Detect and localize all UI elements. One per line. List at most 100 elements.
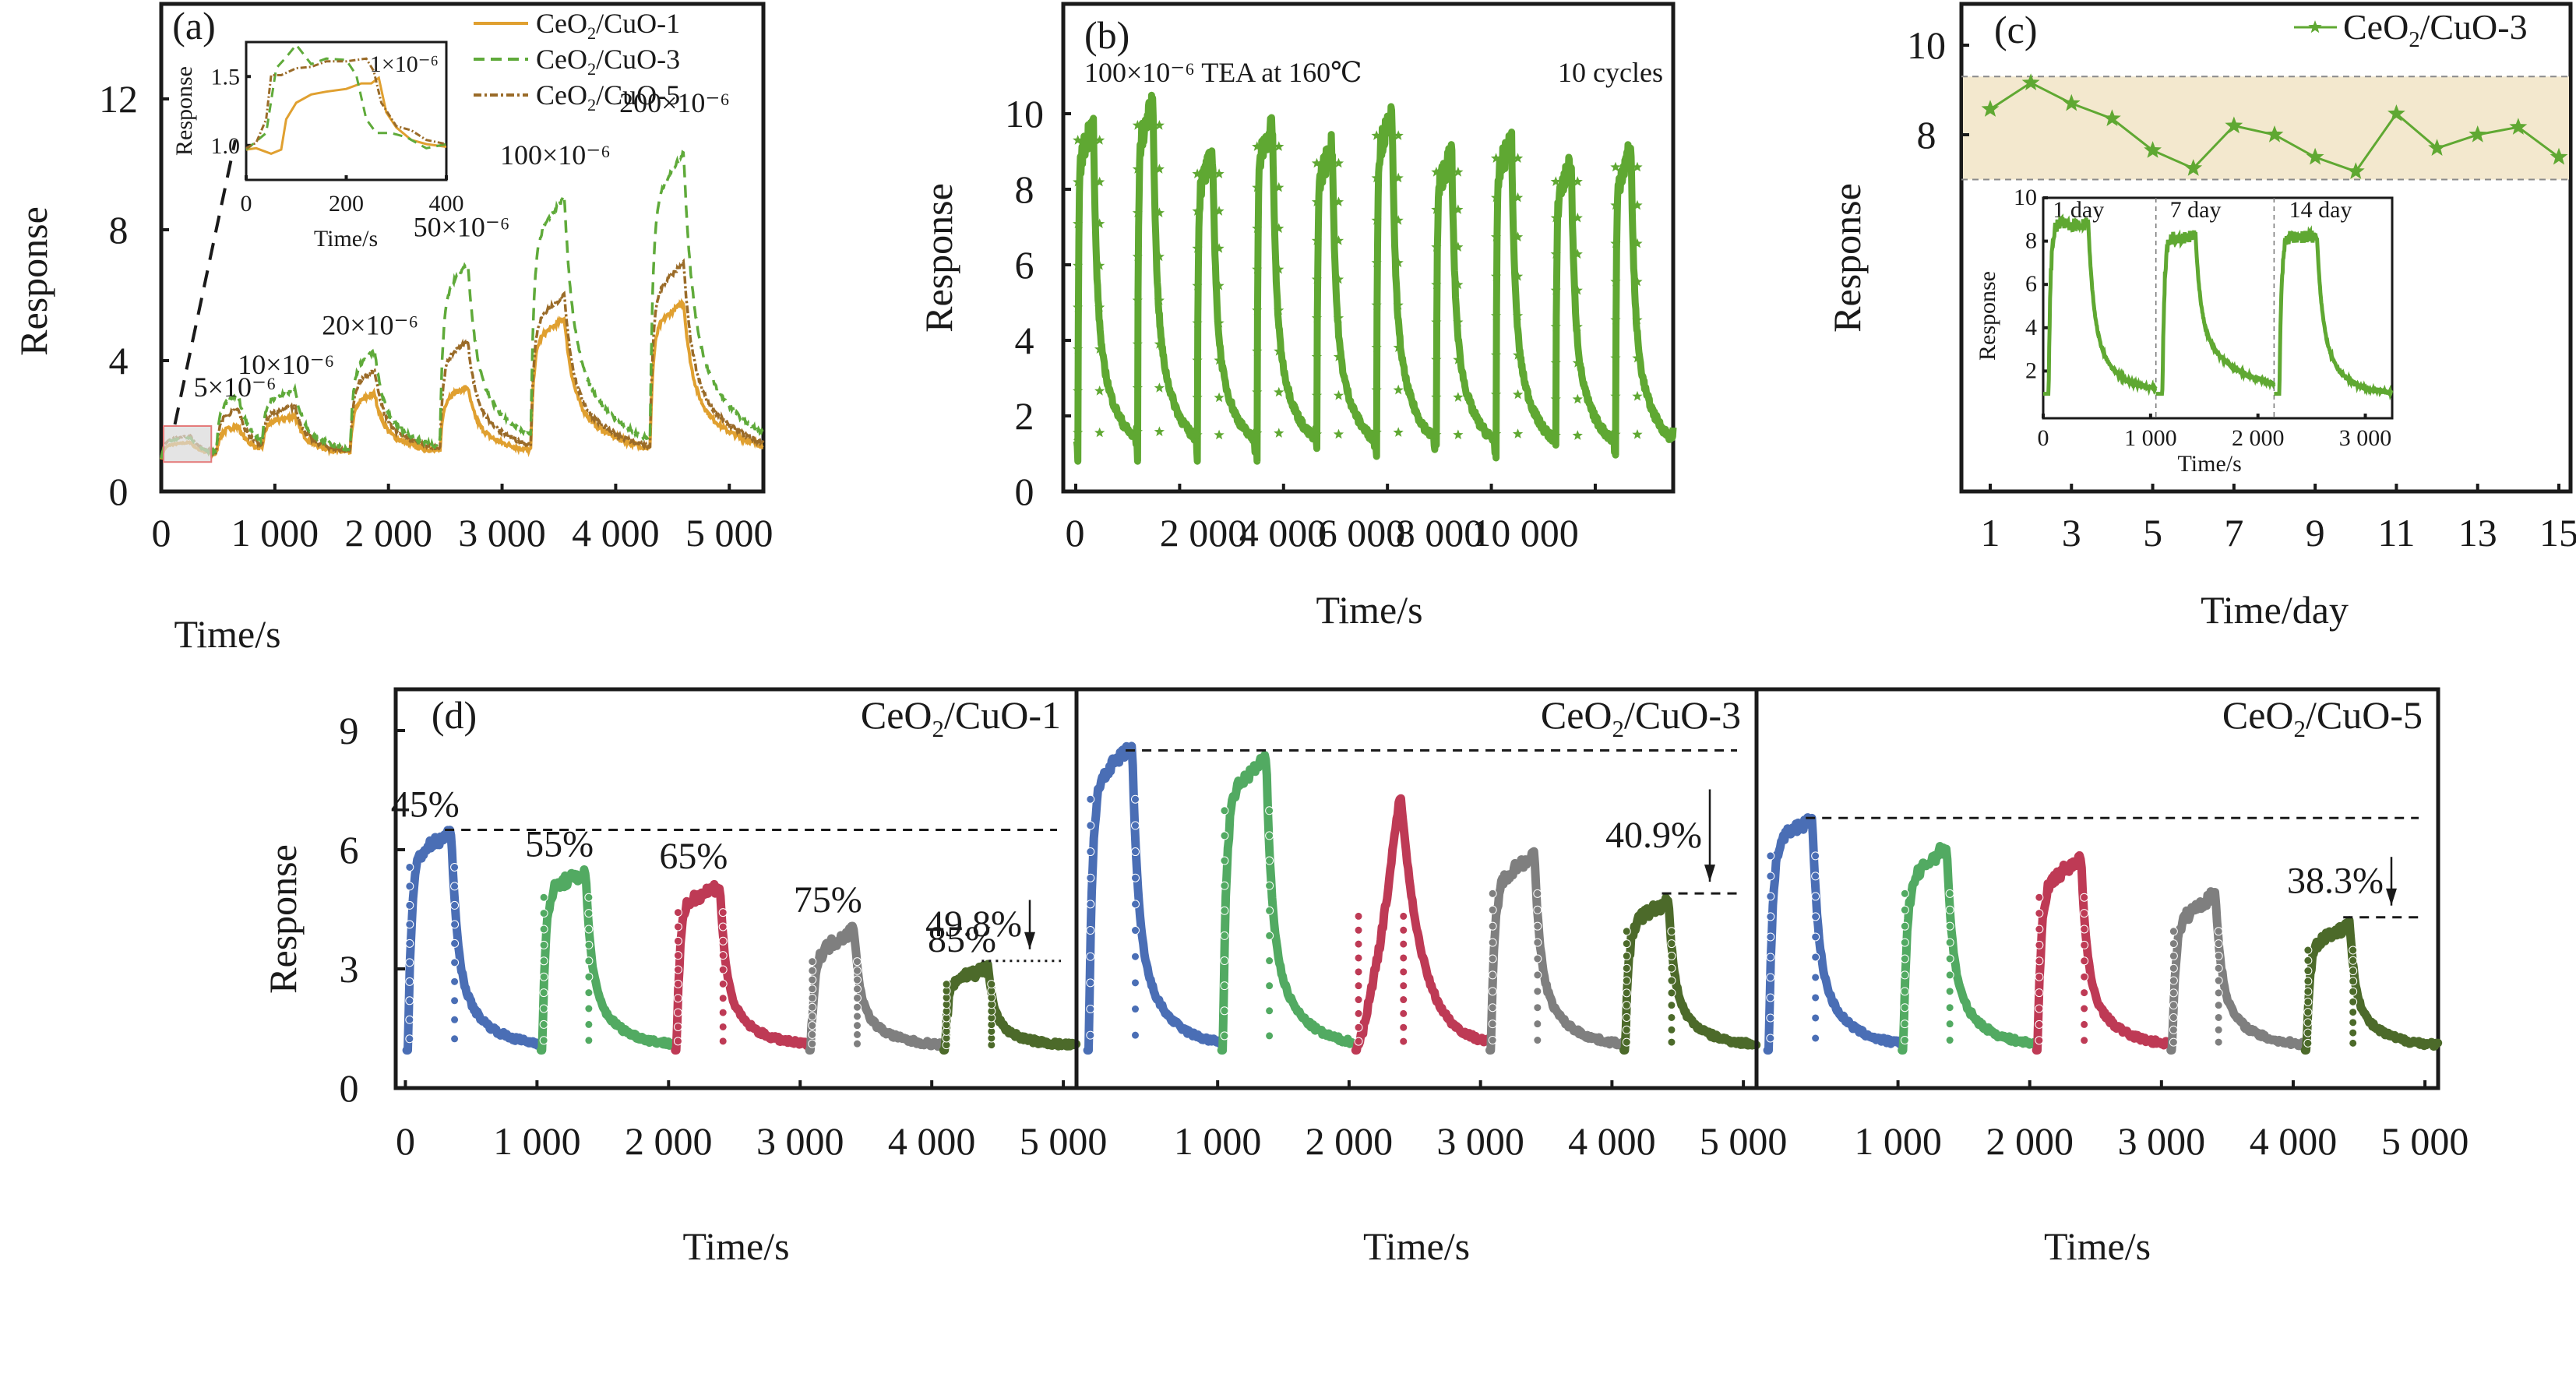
star-marker <box>1214 317 1225 328</box>
inset-x-tick-label: 1 000 <box>2124 425 2177 451</box>
series-humidity-45 <box>1083 741 1225 1055</box>
star-marker <box>1073 176 1084 187</box>
star-marker <box>1192 206 1203 216</box>
bead-marker <box>1130 978 1140 988</box>
bead-marker <box>1900 1020 1909 1029</box>
data-point-star <box>2062 93 2081 111</box>
star-marker <box>1154 294 1165 305</box>
series-humidity-75 <box>2166 887 2308 1055</box>
x-tick-label: 2 000 <box>625 1119 713 1163</box>
bead-marker <box>673 908 682 917</box>
panel-label: (b) <box>1084 13 1129 57</box>
y-tick-label: 2 <box>1015 394 1034 438</box>
drop-percentage-label: 40.9% <box>1605 815 1702 856</box>
y-axis-label: Response <box>917 183 960 333</box>
bead-marker <box>1766 953 1775 962</box>
star-marker <box>1333 235 1344 245</box>
bead-marker <box>1945 889 1954 898</box>
bead-marker <box>539 956 548 966</box>
bead-marker <box>673 922 682 932</box>
bead-marker <box>1667 927 1676 936</box>
bead-marker <box>1265 931 1274 940</box>
inset-x-tick-label: 0 <box>2038 425 2049 451</box>
star-marker <box>1490 271 1502 281</box>
x-tick-label: 3 000 <box>2118 1119 2206 1163</box>
x-tick-label: 0 <box>1066 511 1085 555</box>
star-marker <box>1094 301 1105 312</box>
bead-marker <box>1220 931 1229 940</box>
bead-marker <box>1130 926 1140 935</box>
bead-marker <box>450 1034 460 1044</box>
bead-marker <box>405 882 414 891</box>
star-marker <box>1431 279 1442 290</box>
star-marker <box>1431 204 1442 214</box>
bead-marker <box>1086 926 1095 935</box>
star-marker <box>1512 350 1524 360</box>
star-marker <box>1550 176 1561 186</box>
star-marker <box>1393 300 1404 310</box>
subplot-1: 0 1 000 2 000 3 000 4 000 5 000 Time/s CeO2/CuO… <box>391 687 1107 1268</box>
bead-marker <box>1533 1036 1542 1045</box>
bead-marker <box>1622 988 1631 998</box>
star-marker <box>1192 243 1203 253</box>
bead-marker <box>2035 940 2044 949</box>
star-marker <box>1252 346 1263 356</box>
bead-marker <box>718 979 728 988</box>
star-marker <box>1610 314 1621 325</box>
star-marker <box>1333 351 1344 361</box>
star-marker <box>1132 207 1143 218</box>
bead-marker <box>1945 905 1954 914</box>
bead-marker <box>1130 1005 1140 1014</box>
bead-marker <box>2080 924 2089 934</box>
y-axis-label: Response <box>12 206 55 356</box>
data-point-star <box>2265 125 2284 143</box>
bead-marker <box>1354 1023 1363 1032</box>
star-marker <box>1572 212 1583 223</box>
star-marker <box>1512 389 1524 400</box>
bead-marker <box>2303 956 2313 965</box>
bead-marker <box>1488 987 1497 996</box>
bead-marker <box>584 924 594 934</box>
star-marker <box>1192 280 1203 291</box>
bead-marker <box>450 977 460 986</box>
bead-marker <box>853 984 862 994</box>
star-marker <box>1214 354 1225 365</box>
bead-marker <box>1086 794 1095 804</box>
inset-series <box>245 43 447 151</box>
inset-x-tick-label: 400 <box>429 191 464 217</box>
star-marker <box>1094 427 1105 438</box>
bead-marker <box>1533 987 1542 996</box>
bead-marker <box>808 984 817 994</box>
bead-marker <box>808 1039 817 1048</box>
bead-marker <box>584 1036 594 1045</box>
star-marker <box>1632 352 1643 363</box>
bead-marker <box>1220 881 1229 890</box>
star-marker <box>1490 350 1502 360</box>
bead-marker <box>1811 851 1820 861</box>
inset-y-tick-label: 4 <box>2025 315 2037 340</box>
bead-marker <box>2169 951 2178 960</box>
bead-marker <box>1945 1036 1954 1045</box>
bead-marker <box>2349 967 2358 976</box>
star-marker <box>1371 257 1382 268</box>
x-tick-label: 1 000 <box>1174 1119 1262 1163</box>
bead-marker <box>673 965 682 974</box>
concentration-label: 50×10⁻⁶ <box>414 211 510 242</box>
bead-marker <box>1265 906 1274 915</box>
inset-y-tick-label: 2 <box>2025 357 2037 383</box>
x-tick-label: 3 000 <box>458 511 546 555</box>
bead-marker <box>673 994 682 1003</box>
bead-marker <box>1945 921 1954 931</box>
star-marker <box>1094 176 1105 187</box>
bead-marker <box>2035 956 2044 966</box>
star-marker <box>1550 212 1561 223</box>
data-point-star <box>1981 100 2000 117</box>
star-marker <box>1252 141 1263 151</box>
bead-marker <box>987 980 996 989</box>
bead-marker <box>2214 927 2223 936</box>
bead-marker <box>405 1034 414 1044</box>
bead-marker <box>1811 953 1820 962</box>
bead-marker <box>673 951 682 960</box>
bead-marker <box>1945 970 1954 980</box>
bead-marker <box>539 909 548 918</box>
